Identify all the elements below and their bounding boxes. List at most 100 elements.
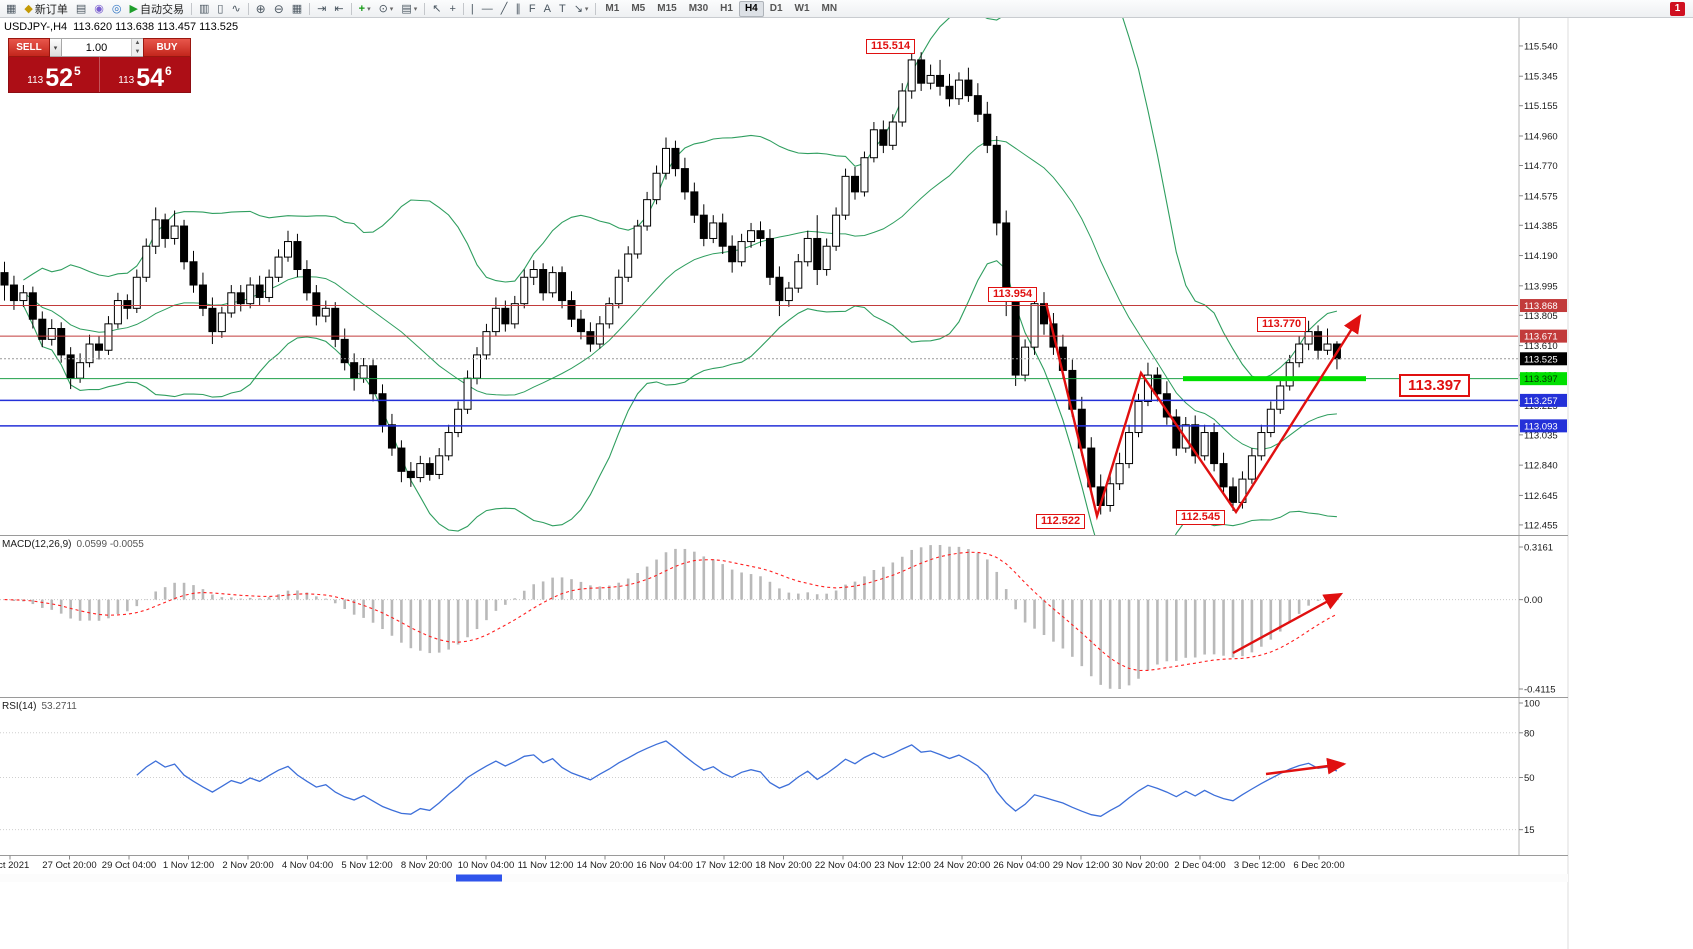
chart-profiles-button[interactable]: ▤ — [72, 1, 90, 17]
bar-chart-mode-button[interactable]: ▥ — [195, 1, 213, 17]
timeframe-m1-button[interactable]: M1 — [599, 1, 625, 17]
price-badge-113.257: 113.257 — [1520, 393, 1567, 407]
timeframe-d1-button[interactable]: D1 — [764, 1, 789, 17]
new-order-button[interactable]: ◆ 新订单 — [20, 1, 71, 17]
bollinger-bands — [22, 18, 1338, 535]
timeframe-m5-button[interactable]: M5 — [625, 1, 651, 17]
volume-decrease-button[interactable]: ▼ — [132, 47, 143, 56]
candles — [0, 49, 1341, 515]
candle-body — [123, 300, 132, 309]
community-button[interactable]: ◉ — [90, 1, 108, 17]
zoom-out-button[interactable]: ⊖ — [270, 1, 288, 17]
buy-button[interactable]: BUY — [143, 38, 191, 57]
candle-body — [992, 144, 1001, 224]
timeframe-mn-button[interactable]: MN — [816, 1, 844, 17]
candle-body — [1304, 331, 1313, 345]
line-icon: ∿ — [231, 2, 241, 15]
candle-body — [38, 318, 47, 340]
volume-input[interactable] — [62, 39, 131, 56]
line-chart-mode-button[interactable]: ∿ — [227, 1, 244, 17]
scrollbar-track[interactable] — [0, 874, 1568, 882]
buy-price-display[interactable]: 113 54 6 — [99, 57, 190, 92]
bollinger-upper-band — [23, 18, 1338, 380]
new-chart-button[interactable]: ▦ — [2, 1, 20, 17]
sell-price-display[interactable]: 113 52 5 — [9, 57, 99, 92]
candle-body — [236, 292, 245, 305]
timeframe-m30-button[interactable]: M30 — [683, 1, 714, 17]
macd-values: 0.0599 -0.0055 — [76, 539, 144, 550]
indicators-list-button[interactable]: + ▾ — [355, 1, 375, 17]
chart-symbol-period: USDJPY-,H4 — [4, 21, 68, 33]
candle-body — [293, 241, 302, 271]
candle-body — [690, 191, 699, 216]
crosshair-tool-button[interactable]: + — [445, 1, 459, 17]
toolbar-group: ▦ ◆ 新订单 ▤ ◉ ◎ ▶ 自动交易 — [2, 0, 188, 17]
toolbar-group: ⇥ ⇤ — [313, 0, 347, 17]
time-axis-label: 8 Nov 20:00 — [401, 860, 452, 871]
timeframe-h1-button[interactable]: H1 — [714, 1, 739, 17]
volume-increase-button[interactable]: ▲ — [132, 39, 143, 48]
tile-windows-button[interactable]: ▦ — [288, 1, 306, 17]
candle-body — [869, 129, 878, 159]
candle-body — [794, 261, 803, 289]
candle-body — [369, 365, 378, 395]
zoom-out-icon: ⊖ — [273, 1, 284, 16]
timeframe-h4-button[interactable]: H4 — [738, 0, 764, 17]
fibonacci-tool-button[interactable]: F — [525, 1, 540, 17]
candle-body — [302, 269, 311, 294]
trend-arrow[interactable] — [1044, 302, 1362, 521]
vertical-line-tool-button[interactable]: | — [467, 1, 478, 17]
timeframe-m15-button[interactable]: M15 — [651, 1, 682, 17]
toolbar-separator — [350, 2, 352, 15]
price-axis-label: 113.035 — [1524, 430, 1558, 441]
templates-button[interactable]: ▤ ▾ — [397, 1, 421, 17]
time-axis-label: 6 Dec 20:00 — [1293, 860, 1344, 871]
chart-shift-button[interactable]: ⇤ — [330, 1, 347, 17]
candle-body — [917, 59, 926, 84]
candle-body — [898, 90, 907, 123]
cursor-tool-button[interactable]: ↖ — [428, 1, 445, 17]
macd-signal-line — [4, 551, 1338, 672]
price-axis[interactable]: 115.540 115.345 115.155 114.960 114.770 114.5… — [1519, 41, 1558, 531]
candlestick-mode-button[interactable]: ▯ — [213, 1, 227, 17]
candle-body — [208, 307, 217, 333]
trendline-tool-button[interactable]: ╱ — [497, 1, 512, 17]
text-t-icon: T — [558, 2, 566, 15]
rsi-trend-arrow[interactable] — [1265, 757, 1347, 776]
arrows-tool-button[interactable]: ↘ ▾ — [570, 1, 593, 17]
news-button[interactable]: ◎ — [108, 1, 126, 17]
text-label-tool-button[interactable]: T — [555, 1, 570, 17]
shift-icon: ⇤ — [334, 2, 344, 15]
chevron-down-icon: ▾ — [389, 5, 394, 13]
time-axis[interactable]: Oct 2021 27 Oct 20:00 29 Oct 04:00 1 Nov 12… — [0, 855, 1345, 872]
candle-body — [198, 284, 207, 309]
hline-icon: — — [481, 2, 493, 15]
price-badge-bg — [1520, 419, 1567, 433]
zoom-in-button[interactable]: ⊕ — [252, 1, 270, 17]
scrollbar-thumb[interactable] — [456, 874, 502, 882]
timeframe-w1-button[interactable]: W1 — [789, 1, 816, 17]
candle-body — [1323, 343, 1332, 351]
candle-body — [907, 59, 916, 92]
candle-body — [775, 276, 784, 302]
auto-scroll-button[interactable]: ⇥ — [313, 1, 330, 17]
candle-body — [1191, 424, 1200, 457]
timeframe-m1-label: M1 — [605, 3, 620, 14]
periods-button[interactable]: ⊙ ▾ — [375, 1, 398, 17]
support-level-bar[interactable] — [1183, 376, 1366, 382]
text-tool-button[interactable]: A — [540, 1, 555, 17]
autotrading-button[interactable]: ▶ 自动交易 — [126, 1, 188, 17]
candle-body — [737, 241, 746, 263]
macd-axis-label: 0.00 — [1524, 595, 1543, 606]
price-badge-value: 113.525 — [1524, 354, 1558, 365]
horizontal-line-tool-button[interactable]: — — [478, 1, 497, 17]
candle-body — [189, 261, 198, 286]
sell-button[interactable]: SELL — [8, 38, 50, 57]
channel-tool-button[interactable]: ∥ — [511, 1, 525, 17]
candle-body — [860, 157, 869, 193]
candle-body — [879, 129, 888, 146]
notification-badge[interactable]: 1 — [1670, 1, 1685, 16]
candle-body — [491, 307, 500, 333]
macd-trend-arrow[interactable] — [1232, 592, 1344, 655]
sell-options-caret-icon[interactable]: ▾ — [50, 38, 62, 57]
